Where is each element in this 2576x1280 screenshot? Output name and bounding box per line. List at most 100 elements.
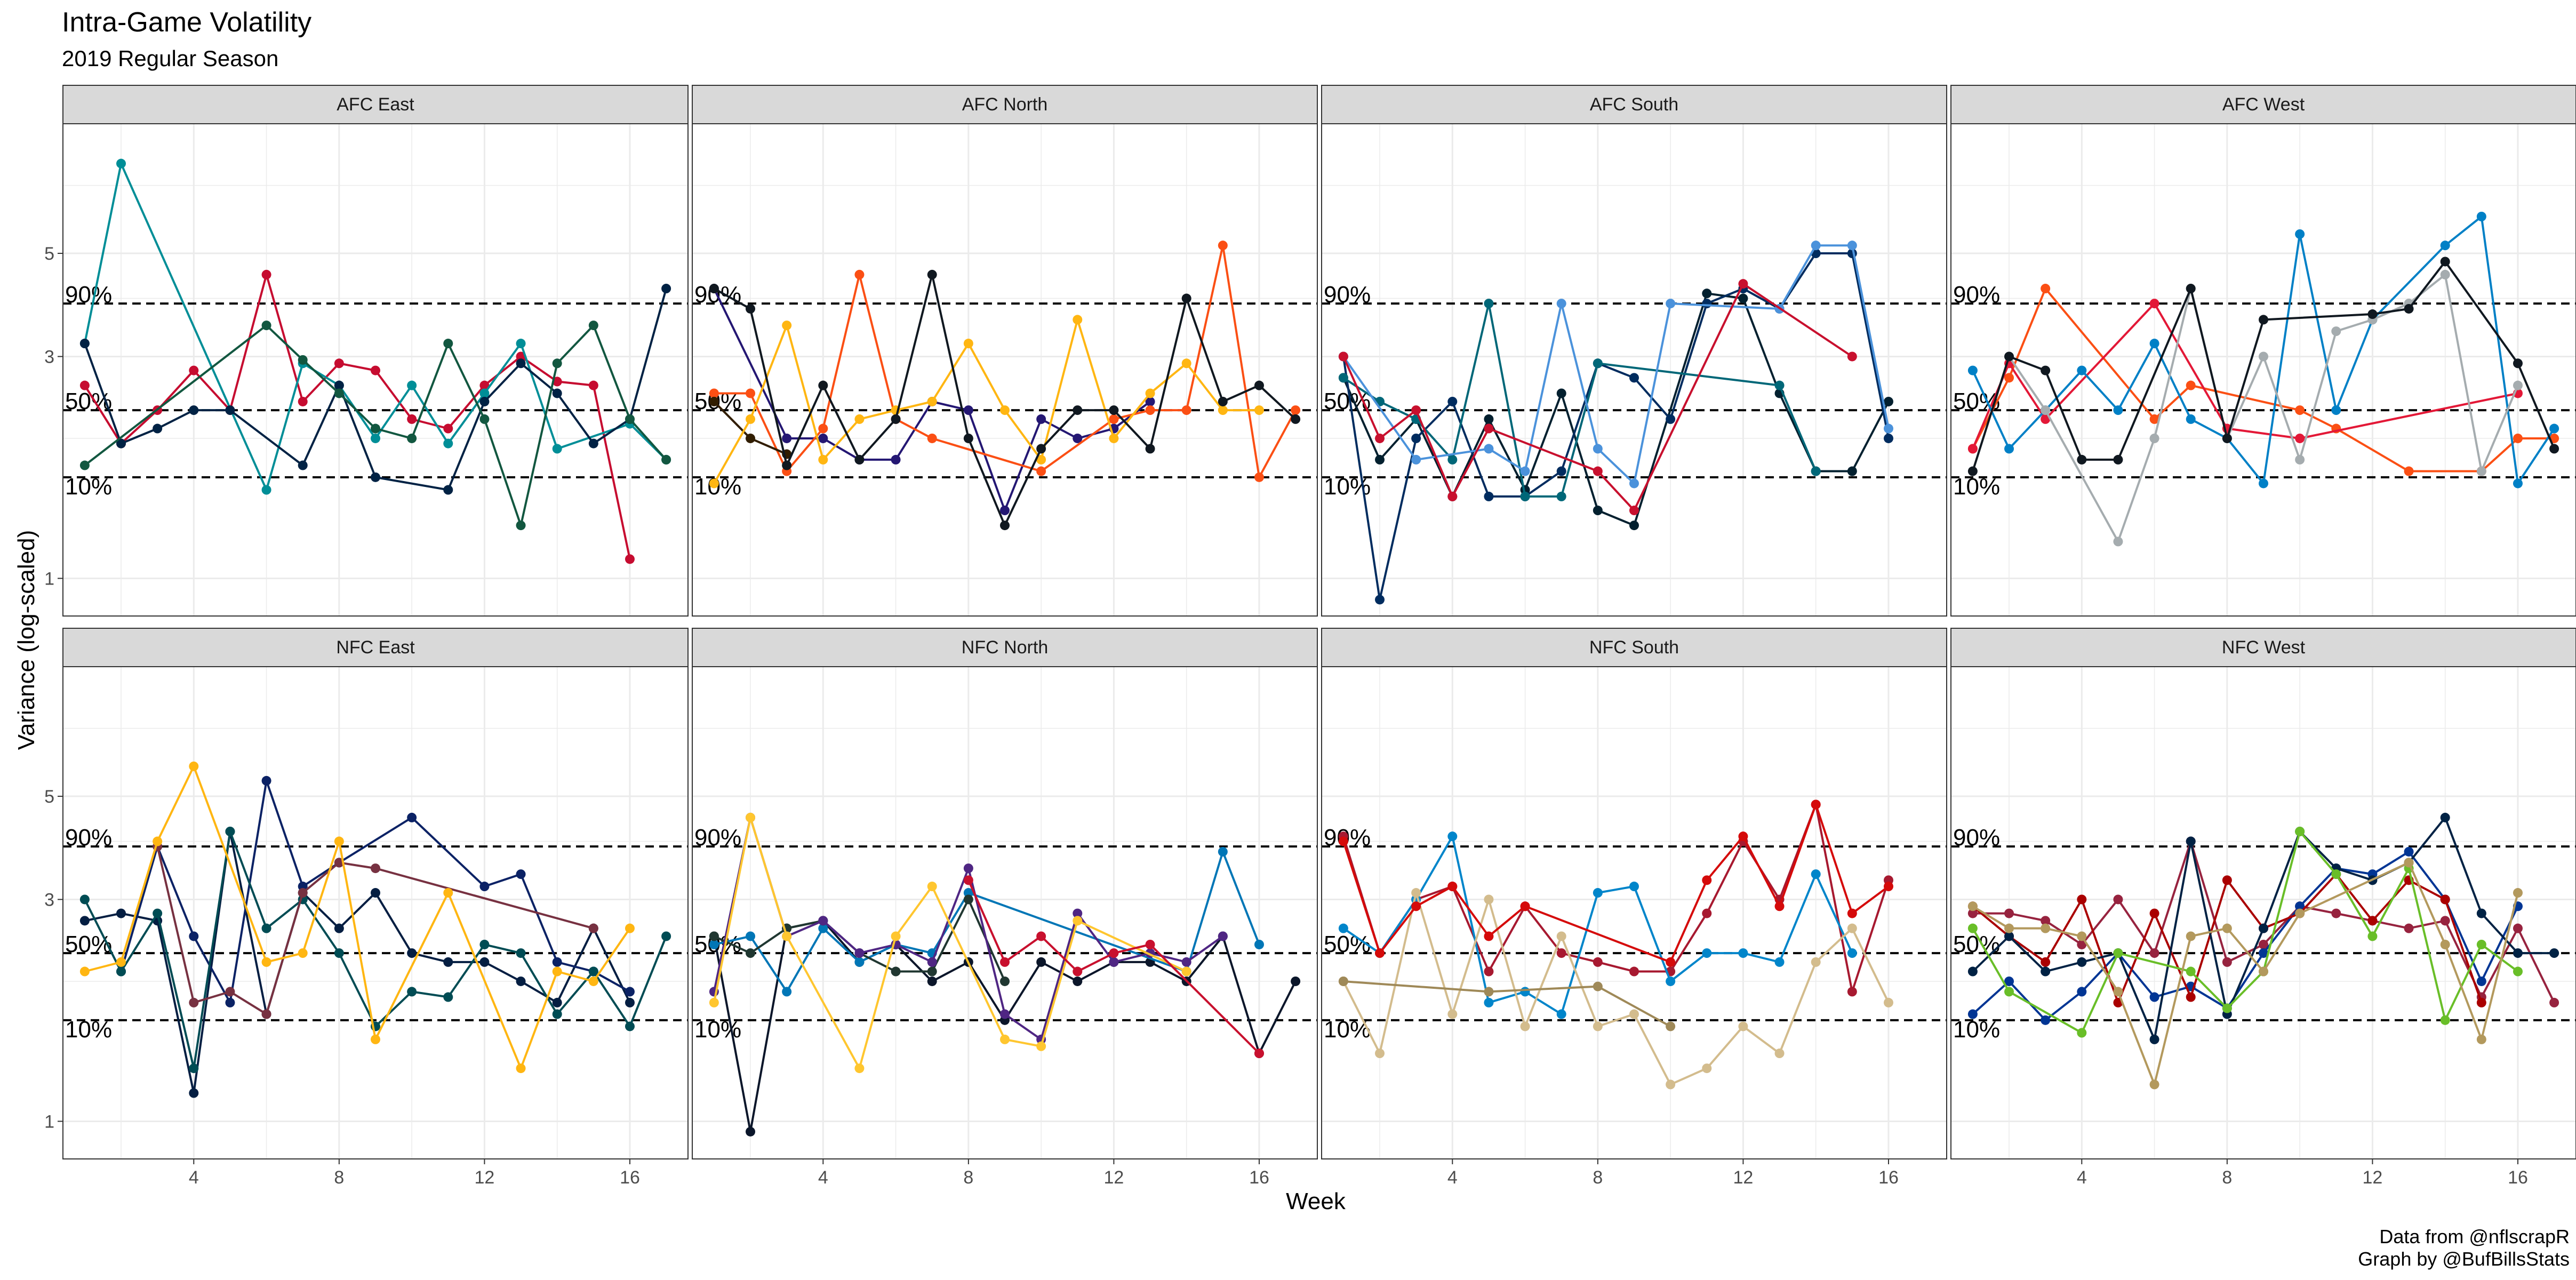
panel-background	[692, 124, 1317, 616]
data-point-lac	[2440, 241, 2450, 251]
data-point-ind	[1629, 373, 1639, 383]
data-point-no	[1593, 1021, 1603, 1031]
data-point-oak-alt	[2404, 303, 2414, 314]
data-point-la	[2149, 992, 2159, 1002]
data-point-ne	[153, 423, 163, 434]
data-point-mia	[261, 485, 271, 495]
data-point-det	[854, 957, 865, 967]
data-point-sea	[2513, 948, 2523, 958]
data-point-nyj	[588, 321, 598, 331]
data-point-was	[298, 888, 308, 898]
data-point-det-alt	[1036, 931, 1046, 941]
data-point-pit-alt	[1181, 293, 1191, 303]
data-point-jax	[1338, 373, 1348, 383]
data-point-ari	[2077, 939, 2087, 949]
data-point-la	[2404, 846, 2414, 857]
data-point-buf	[588, 380, 598, 390]
data-point-dal	[371, 888, 380, 898]
data-point-sf-alt	[2404, 858, 2414, 868]
data-point-det-alt	[1109, 948, 1119, 958]
data-point-tb	[1375, 948, 1385, 958]
data-point-no	[1484, 894, 1494, 905]
data-point-sf-alt	[2476, 1034, 2486, 1044]
data-point-pit	[1109, 433, 1119, 443]
data-point-pit	[1036, 454, 1046, 465]
data-point-sf-alt	[1967, 901, 1978, 911]
data-point-chi	[1073, 976, 1083, 986]
data-point-car	[1593, 888, 1603, 898]
data-point-oak-alt	[2549, 444, 2559, 454]
data-point-buf	[189, 365, 199, 375]
x-tick-label: 8	[963, 1167, 973, 1188]
data-point-ne	[661, 284, 671, 294]
caption-author: Graph by @BufBillsStats	[2358, 1248, 2570, 1270]
data-point-tb	[1811, 799, 1821, 810]
data-point-ari	[2149, 948, 2159, 958]
data-point-la	[2476, 976, 2486, 986]
data-point-min-alt	[782, 931, 792, 941]
data-point-sf-alt	[2186, 931, 2196, 941]
data-point-dal	[516, 976, 526, 986]
data-point-cin	[1145, 405, 1155, 415]
data-point-no	[1629, 1009, 1639, 1019]
data-point-nyg	[625, 987, 635, 997]
data-point-den	[2186, 380, 2196, 390]
series-line-buf	[84, 270, 631, 559]
data-point-min-alt	[746, 812, 756, 822]
data-point-hou	[1847, 466, 1857, 476]
x-tick-label: 12	[1733, 1167, 1754, 1188]
data-point-nyj	[625, 414, 635, 424]
data-point-det	[746, 931, 756, 941]
data-point-ten	[1847, 241, 1857, 251]
y-tick-label: 3	[44, 890, 54, 910]
facet-strip	[692, 85, 1318, 124]
facet-strip	[1950, 628, 2576, 667]
data-point-jax	[1556, 491, 1566, 501]
data-point-lac	[2113, 405, 2123, 415]
series-line-dal	[84, 831, 631, 1093]
data-point-cin	[1291, 405, 1301, 415]
data-point-mia	[407, 380, 417, 390]
panel-border	[1950, 123, 2576, 617]
data-point-min	[963, 863, 973, 874]
x-tick-label: 8	[334, 1167, 344, 1188]
data-point-min-alt	[891, 931, 901, 941]
data-point-sea	[2440, 812, 2450, 822]
data-point-car	[1811, 869, 1821, 879]
data-point-bal	[1145, 396, 1155, 406]
panel-border	[692, 666, 1318, 1159]
data-point-sf-alt	[2440, 939, 2450, 949]
data-point-ari	[2259, 939, 2268, 949]
facet-strip	[1321, 85, 1947, 124]
data-point-la	[2259, 948, 2268, 958]
data-point-phi	[479, 939, 490, 949]
data-point-gb	[709, 931, 719, 941]
data-point-phi	[261, 923, 271, 933]
series-line-pit	[713, 316, 1259, 484]
series-line-atl	[1342, 801, 1890, 996]
data-point-det-alt	[1073, 966, 1083, 977]
data-point-phi	[516, 948, 526, 958]
facet-strip-label: NFC East	[336, 637, 415, 658]
data-point-no-alt	[1666, 1021, 1676, 1031]
data-point-pit-alt	[854, 454, 865, 465]
data-point-no	[1520, 1021, 1530, 1031]
data-point-lac	[2186, 414, 2196, 424]
data-point-pit	[1073, 315, 1083, 325]
reference-line-label: 10%	[65, 474, 112, 500]
data-point-sf-alt	[2259, 966, 2268, 977]
data-point-min-alt	[927, 882, 937, 892]
data-point-car	[1629, 882, 1639, 892]
data-point-nyj	[443, 339, 453, 349]
data-point-was-alt	[298, 948, 308, 958]
data-point-ind	[1484, 491, 1494, 501]
facet-strip-label: AFC West	[2222, 94, 2305, 115]
data-point-la	[2041, 1015, 2051, 1025]
data-point-buf	[516, 351, 526, 362]
data-point-cin	[927, 433, 937, 443]
data-point-min-alt	[1073, 916, 1083, 926]
data-point-dal	[116, 908, 126, 918]
data-point-dal	[479, 957, 490, 967]
